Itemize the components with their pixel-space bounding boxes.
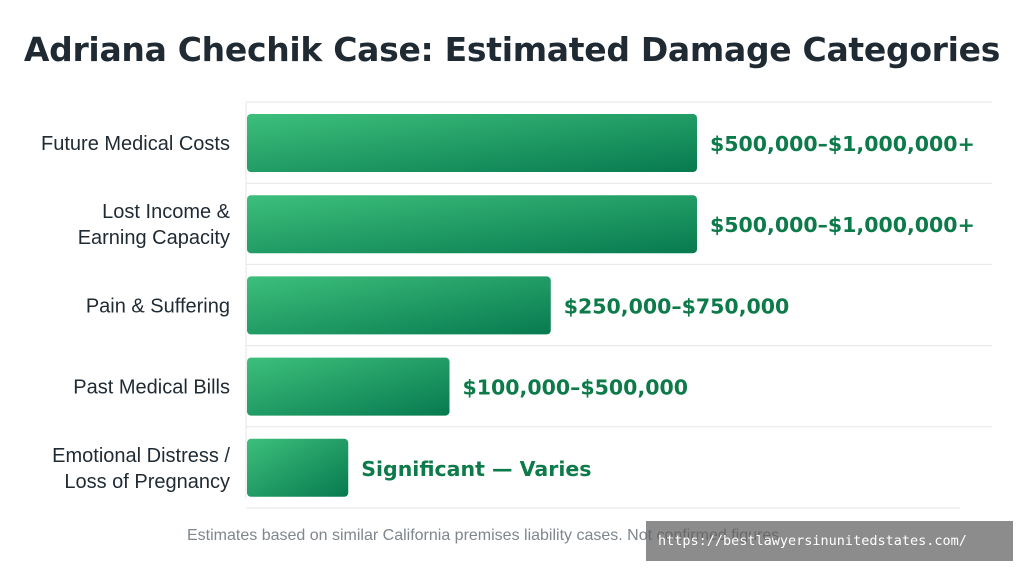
watermark-url: https://bestlawyersinunitedstates.com/ [646,521,1013,561]
chart-title: Adriana Chechik Case: Estimated Damage C… [23,30,1001,69]
data-label: $500,000–$1,000,000+ [710,213,975,237]
category-label: Pain & Suffering [86,295,230,317]
bar [247,276,551,335]
category-label: Lost Income & Earning Capacity [78,201,231,249]
category-label: Future Medical Costs [41,133,230,155]
data-label: Significant — Varies [361,457,591,481]
bar [247,438,349,497]
footnote: Estimates based on similar California pr… [187,527,784,544]
bar [247,114,697,172]
data-label: $100,000–$500,000 [463,376,689,400]
bar [247,357,450,416]
data-label: $250,000–$750,000 [564,294,790,318]
data-label: $500,000–$1,000,000+ [710,132,975,156]
category-label: Past Medical Bills [73,377,230,399]
category-label: Emotional Distress / Loss of Pregnancy [52,445,230,493]
bar [247,195,697,254]
